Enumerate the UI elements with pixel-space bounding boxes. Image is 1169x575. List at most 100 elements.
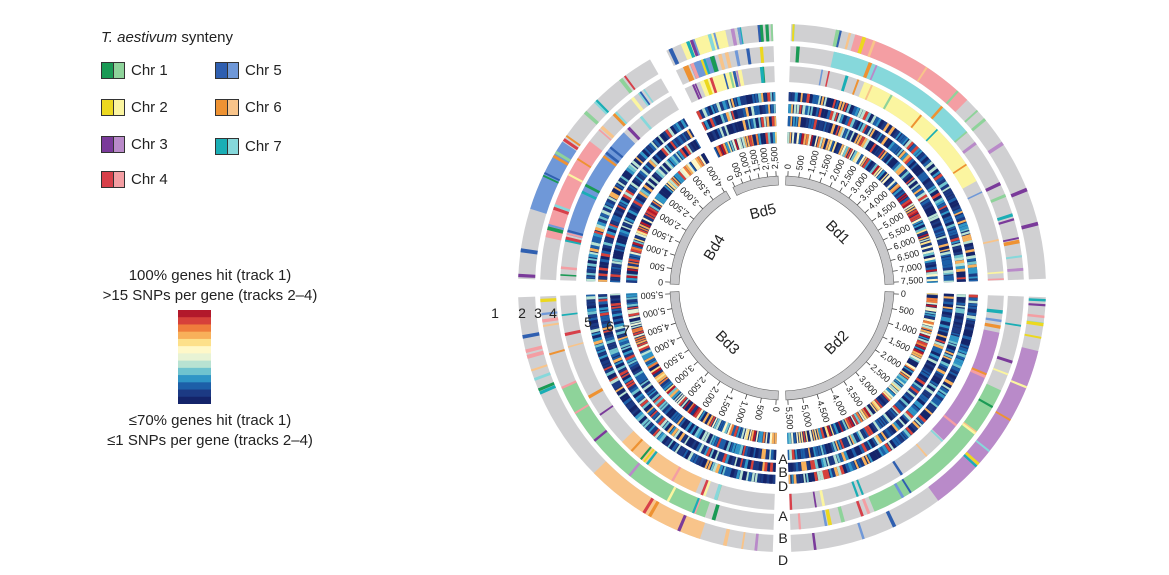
heat-band bbox=[907, 408, 916, 417]
heat-band bbox=[613, 212, 623, 218]
heat-band bbox=[899, 432, 907, 441]
heat-band bbox=[829, 98, 835, 108]
heat-band bbox=[942, 261, 953, 266]
heat-band bbox=[887, 441, 895, 450]
heat-band bbox=[773, 104, 776, 114]
heat-band bbox=[912, 350, 923, 357]
synteny-mark bbox=[623, 75, 636, 91]
heat-band bbox=[958, 222, 968, 228]
synteny-mark bbox=[555, 150, 572, 162]
heat-band bbox=[763, 92, 767, 102]
heat-band bbox=[916, 416, 925, 425]
heat-band bbox=[791, 449, 795, 460]
heat-band bbox=[825, 139, 831, 151]
heat-band bbox=[738, 427, 744, 439]
heat-band bbox=[708, 416, 716, 427]
heat-band bbox=[615, 207, 625, 213]
heat-band bbox=[944, 350, 954, 356]
heat-band bbox=[635, 337, 647, 343]
heat-band bbox=[627, 164, 637, 173]
heat-band bbox=[678, 396, 688, 407]
heat-band bbox=[921, 200, 932, 208]
heat-band bbox=[682, 400, 691, 410]
heat-band bbox=[656, 193, 667, 203]
heat-band bbox=[967, 261, 977, 266]
heat-band bbox=[590, 244, 600, 250]
heat-band bbox=[860, 137, 869, 148]
heat-band bbox=[656, 151, 666, 161]
heat-band bbox=[909, 356, 920, 364]
heat-band bbox=[909, 406, 918, 415]
heat-band bbox=[932, 194, 942, 202]
heat-band bbox=[831, 441, 838, 452]
heat-band bbox=[877, 149, 886, 159]
heat-band bbox=[793, 474, 797, 484]
heat-band bbox=[948, 370, 958, 377]
heat-band bbox=[632, 241, 644, 248]
heat-band bbox=[694, 157, 703, 168]
heat-band bbox=[610, 302, 621, 307]
heat-band bbox=[818, 137, 824, 149]
heat-band bbox=[721, 126, 727, 137]
heat-band bbox=[841, 437, 848, 448]
heat-band bbox=[693, 454, 700, 464]
heat-band bbox=[619, 228, 630, 235]
heat-band bbox=[735, 469, 741, 480]
synteny-mark bbox=[584, 183, 601, 194]
heat-band bbox=[968, 270, 978, 275]
heat-band bbox=[906, 360, 918, 368]
heat-band bbox=[881, 152, 890, 162]
heat-band bbox=[689, 404, 699, 416]
heat-band bbox=[606, 372, 617, 380]
heat-band bbox=[591, 332, 601, 337]
synteny-mark bbox=[554, 203, 571, 213]
heat-band bbox=[729, 140, 735, 152]
heat-band bbox=[612, 317, 624, 323]
heat-band bbox=[903, 174, 914, 184]
heat-band bbox=[760, 92, 764, 103]
heat-band bbox=[880, 431, 888, 441]
heat-band bbox=[903, 202, 914, 211]
heat-band bbox=[856, 135, 863, 145]
genome-label: D bbox=[778, 478, 788, 494]
heat-band bbox=[695, 442, 703, 452]
heat-band bbox=[809, 134, 814, 146]
synteny-mark bbox=[581, 190, 597, 200]
tick-label: 1,000 bbox=[733, 400, 750, 425]
heat-band bbox=[822, 457, 828, 468]
synteny-mark bbox=[910, 114, 923, 129]
heat-band bbox=[611, 311, 622, 315]
heat-band bbox=[634, 393, 644, 401]
heat-band bbox=[957, 349, 968, 355]
heat-band bbox=[736, 138, 742, 150]
heat-band bbox=[669, 426, 677, 435]
legend-label: Chr 1 bbox=[131, 62, 168, 79]
heat-band bbox=[943, 272, 954, 275]
chromosome-label: Bd5 bbox=[748, 200, 778, 223]
heat-band bbox=[633, 158, 642, 167]
heat-band bbox=[867, 141, 876, 152]
tick-label: 5,000 bbox=[800, 404, 814, 428]
tick-label: 3,500 bbox=[662, 350, 686, 371]
heat-band bbox=[628, 315, 640, 320]
heat-band bbox=[633, 177, 643, 185]
heat-band bbox=[623, 190, 634, 199]
heat-band bbox=[839, 127, 846, 138]
heat-band bbox=[962, 335, 972, 341]
heat-band bbox=[809, 106, 814, 116]
heat-band bbox=[610, 298, 621, 301]
heat-band bbox=[828, 110, 835, 121]
heat-band bbox=[926, 295, 938, 299]
heat-band bbox=[854, 120, 862, 131]
heat-band bbox=[885, 387, 896, 398]
heat-band bbox=[773, 462, 776, 472]
synteny-mark bbox=[642, 497, 654, 514]
heat-band bbox=[876, 132, 883, 142]
heat-band bbox=[657, 192, 668, 201]
heat-band bbox=[845, 449, 852, 460]
heat-band bbox=[715, 419, 722, 430]
heat-band bbox=[925, 268, 938, 273]
heat-band bbox=[967, 312, 977, 316]
heat-band bbox=[599, 306, 609, 311]
heat-band bbox=[800, 133, 805, 145]
